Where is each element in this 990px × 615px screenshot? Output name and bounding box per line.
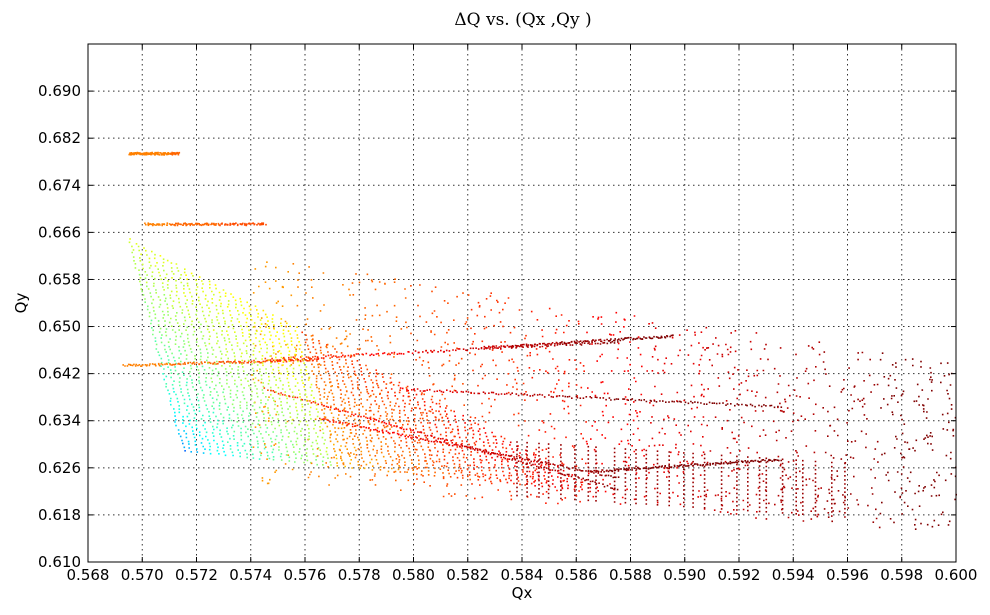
axis-ticks xyxy=(87,44,957,563)
x-tick-label: 0.596 xyxy=(826,566,869,584)
x-tick-label: 0.572 xyxy=(175,566,218,584)
y-tick-label: 0.674 xyxy=(38,176,81,194)
y-tick-label: 0.650 xyxy=(38,318,81,336)
x-tick-label: 0.574 xyxy=(229,566,272,584)
chart-title: ΔQ vs. (Qx ,Qy ) xyxy=(454,10,591,30)
y-tick-label: 0.682 xyxy=(38,129,81,147)
data-points xyxy=(122,151,957,530)
x-tick-label: 0.570 xyxy=(121,566,164,584)
y-tick-label: 0.658 xyxy=(38,270,81,288)
x-tick-label: 0.588 xyxy=(609,566,652,584)
y-tick-label: 0.642 xyxy=(38,365,81,383)
scatter-point-group xyxy=(182,442,184,445)
y-tick-label: 0.634 xyxy=(38,412,81,430)
scatter-point-group xyxy=(184,450,186,452)
y-axis-label: Qy xyxy=(12,293,30,314)
x-tick-label: 0.582 xyxy=(446,566,489,584)
scatter-point-group xyxy=(128,241,328,453)
y-tick-label: 0.626 xyxy=(38,459,81,477)
x-tick-label: 0.594 xyxy=(772,566,815,584)
scatter-point-group xyxy=(174,415,206,450)
x-tick-label: 0.586 xyxy=(555,566,598,584)
y-tick-label: 0.618 xyxy=(38,506,81,524)
x-axis-tick-labels: 0.568 0.570 0.572 0.574 0.576 0.578 0.580 0.582… xyxy=(67,566,978,584)
y-tick-label: 0.666 xyxy=(38,223,81,241)
x-tick-label: 0.590 xyxy=(663,566,706,584)
x-tick-label: 0.600 xyxy=(935,566,978,584)
y-tick-label: 0.610 xyxy=(38,553,81,571)
y-axis-tick-labels: 0.610 0.618 0.626 0.634 0.642 0.650 0.658 0.666… xyxy=(38,82,81,571)
x-tick-label: 0.576 xyxy=(284,566,327,584)
x-tick-label: 0.592 xyxy=(718,566,761,584)
y-tick-label: 0.690 xyxy=(38,82,81,100)
x-tick-label: 0.568 xyxy=(67,566,110,584)
x-tick-label: 0.598 xyxy=(880,566,923,584)
x-tick-label: 0.578 xyxy=(338,566,381,584)
scatter-point-group xyxy=(316,307,587,505)
x-tick-label: 0.580 xyxy=(392,566,435,584)
x-axis-label: Qx xyxy=(512,584,533,602)
x-tick-label: 0.584 xyxy=(501,566,544,584)
